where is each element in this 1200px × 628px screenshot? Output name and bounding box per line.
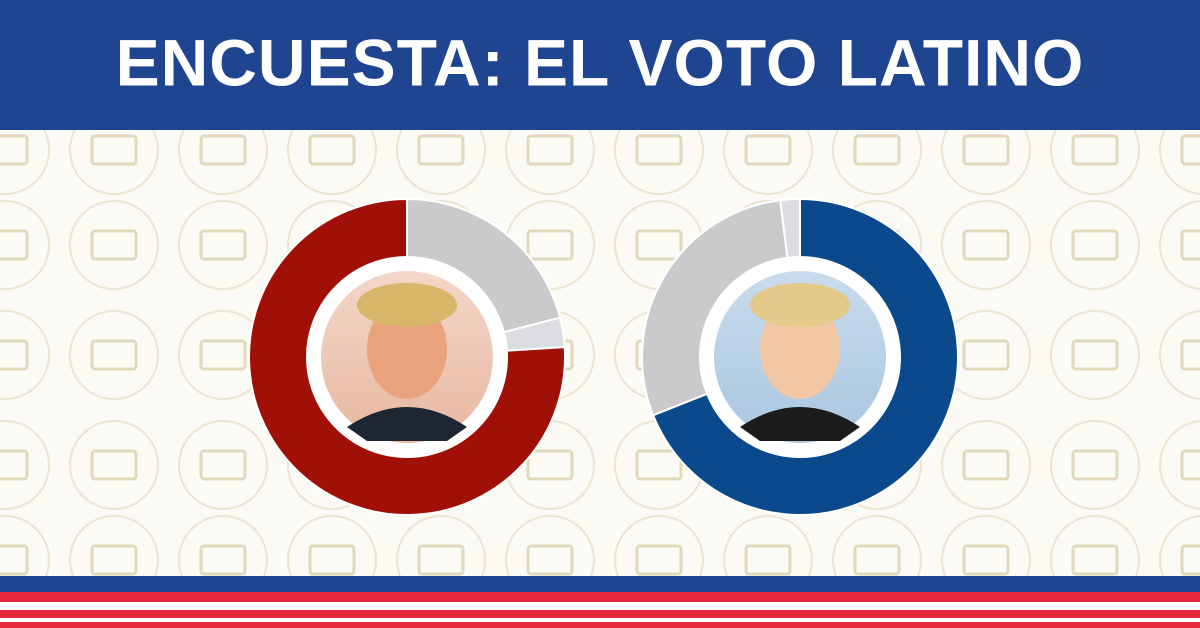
photo-hair — [357, 283, 457, 327]
icon-glyph — [1180, 449, 1200, 481]
icon-glyph — [962, 339, 1010, 371]
stripe — [0, 576, 1200, 592]
icon-glyph — [199, 134, 247, 166]
header-bar — [0, 0, 1200, 130]
icon-circle — [1159, 310, 1200, 400]
icon-circle — [1159, 105, 1200, 195]
icon-glyph — [526, 229, 574, 261]
icon-glyph — [853, 544, 901, 576]
icon-glyph — [1071, 339, 1119, 371]
icon-glyph — [0, 229, 29, 261]
icon-glyph — [1071, 449, 1119, 481]
icon-circle — [941, 200, 1031, 290]
icon-glyph — [0, 134, 29, 166]
stripe — [0, 592, 1200, 602]
icon-circle — [941, 420, 1031, 510]
icon-glyph — [744, 544, 792, 576]
icon-glyph — [526, 134, 574, 166]
icon-glyph — [308, 134, 356, 166]
icon-glyph — [1071, 229, 1119, 261]
icon-glyph — [0, 449, 29, 481]
icon-glyph — [90, 339, 138, 371]
icon-circle — [178, 420, 268, 510]
icon-glyph — [90, 544, 138, 576]
stripe — [0, 618, 1200, 622]
icon-glyph — [744, 134, 792, 166]
icon-glyph — [962, 229, 1010, 261]
icon-circle — [69, 200, 159, 290]
icon-circle — [1050, 200, 1140, 290]
icon-circle — [0, 200, 50, 290]
icon-glyph — [853, 134, 901, 166]
icon-glyph — [417, 134, 465, 166]
icon-glyph — [962, 544, 1010, 576]
icon-circle — [1159, 420, 1200, 510]
icon-glyph — [308, 544, 356, 576]
icon-glyph — [635, 134, 683, 166]
icon-glyph — [90, 229, 138, 261]
icon-glyph — [199, 339, 247, 371]
icon-glyph — [635, 229, 683, 261]
icon-glyph — [1180, 229, 1200, 261]
photo-body — [740, 407, 860, 441]
title: ENCUESTA: EL VOTO LATINO — [116, 25, 1085, 99]
icon-glyph — [635, 449, 683, 481]
icon-circle — [69, 420, 159, 510]
icon-circle — [0, 420, 50, 510]
icon-circle — [1159, 515, 1200, 605]
stripe — [0, 610, 1200, 618]
icon-circle — [178, 200, 268, 290]
icon-glyph — [90, 449, 138, 481]
icon-glyph — [1180, 134, 1200, 166]
icon-glyph — [962, 134, 1010, 166]
icon-circle — [0, 310, 50, 400]
icon-glyph — [0, 339, 29, 371]
icon-glyph — [526, 544, 574, 576]
icon-glyph — [90, 134, 138, 166]
icon-glyph — [526, 449, 574, 481]
icon-circle — [1050, 420, 1140, 510]
icon-circle — [1159, 200, 1200, 290]
icon-glyph — [1071, 134, 1119, 166]
icon-glyph — [1071, 544, 1119, 576]
photo-hair — [750, 283, 850, 327]
icon-glyph — [199, 544, 247, 576]
stripe — [0, 602, 1200, 610]
photo-body — [347, 407, 467, 441]
icon-glyph — [1180, 544, 1200, 576]
icon-glyph — [199, 449, 247, 481]
stripe — [0, 622, 1200, 628]
icon-glyph — [962, 449, 1010, 481]
icon-glyph — [1180, 339, 1200, 371]
icon-circle — [1050, 310, 1140, 400]
icon-glyph — [199, 229, 247, 261]
icon-glyph — [417, 544, 465, 576]
icon-glyph — [635, 544, 683, 576]
icon-circle — [69, 310, 159, 400]
icon-glyph — [0, 544, 29, 576]
donut-charts — [248, 197, 959, 516]
